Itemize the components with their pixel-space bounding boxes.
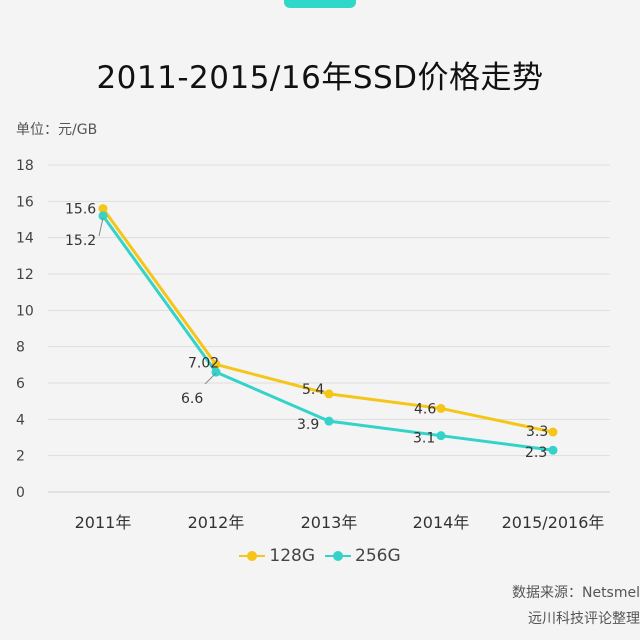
data-point-256G-2 (324, 416, 334, 426)
unit-label: 单位：元/GB (16, 122, 98, 138)
y-tick-label-0: 0 (16, 485, 25, 501)
y-tick-label-2: 2 (16, 449, 25, 465)
legend-swatch-128g (239, 550, 266, 562)
y-tick-label-12: 12 (16, 267, 34, 283)
x-tick-label-2: 2013年 (301, 513, 358, 532)
y-tick-label-18: 18 (16, 158, 34, 174)
source-line-2: 远川科技评论整理 (528, 611, 640, 627)
leader-line-256g-1 (204, 372, 217, 385)
data-point-256G-4 (548, 445, 558, 455)
data-label-256G-2: 3.9 (297, 417, 319, 433)
data-label-128G-1: 7.02 (188, 355, 219, 371)
x-tick-label-3: 2014年 (413, 513, 470, 532)
data-label-128G-3: 4.6 (414, 401, 436, 417)
data-label-256G-3: 3.1 (413, 431, 435, 447)
source-line-1: 数据来源：Netsmel (511, 585, 640, 601)
y-tick-label-14: 14 (16, 231, 34, 247)
legend-label-256g: 256G (355, 546, 401, 566)
leader-line-256g-0 (98, 217, 104, 237)
x-tick-label-1: 2012年 (188, 513, 245, 532)
y-tick-label-16: 16 (16, 194, 34, 210)
data-label-256G-1: 6.6 (181, 391, 203, 407)
data-point-128G-4 (548, 427, 558, 437)
x-tick-label-0: 2011年 (75, 513, 132, 532)
chart-title: 2011-2015/16年SSD价格走势 (96, 60, 544, 96)
x-tick-label-4: 2015/2016年 (502, 513, 605, 532)
data-point-128G-2 (324, 389, 334, 399)
series-line-128G (101, 207, 554, 434)
data-label-128G-4: 3.3 (526, 424, 548, 440)
data-point-256G-0 (98, 211, 108, 221)
legend-item-256g: 256G (325, 546, 401, 566)
data-label-128G-0: 15.6 (65, 202, 96, 218)
y-tick-label-6: 6 (16, 376, 25, 392)
chart-legend: 128G 256G (0, 546, 640, 566)
legend-item-128g: 128G (239, 546, 315, 566)
y-tick-label-8: 8 (16, 340, 25, 356)
top-accent-tab (284, 0, 356, 8)
legend-swatch-256g (325, 550, 351, 562)
data-point-256G-3 (436, 431, 446, 441)
y-tick-label-10: 10 (16, 303, 34, 319)
data-label-256G-0: 15.2 (65, 233, 96, 249)
data-label-128G-2: 5.4 (302, 382, 324, 398)
legend-label-128g: 128G (269, 546, 315, 566)
data-label-256G-4: 2.3 (525, 445, 547, 461)
series-line-256G (101, 214, 554, 452)
data-point-128G-0 (98, 204, 108, 214)
data-point-128G-3 (436, 403, 446, 413)
y-tick-label-4: 4 (16, 412, 25, 428)
data-source: 数据来源：Netsmel 远川科技评论整理 (512, 580, 640, 632)
data-point-256G-1 (211, 367, 221, 377)
